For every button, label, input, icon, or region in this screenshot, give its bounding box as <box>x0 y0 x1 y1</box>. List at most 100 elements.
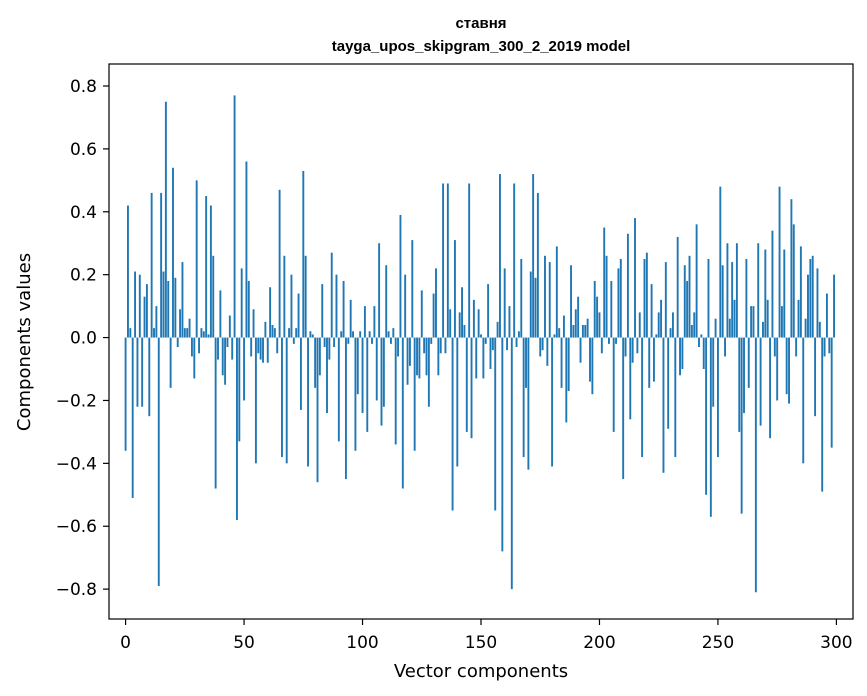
bar <box>153 328 155 338</box>
bar <box>477 309 480 338</box>
bar <box>413 337 416 451</box>
bar <box>631 337 634 363</box>
x-tick-label: 300 <box>820 633 852 653</box>
bar <box>733 299 736 338</box>
bar <box>581 324 584 338</box>
bar <box>728 318 731 338</box>
bar <box>745 258 748 338</box>
bar <box>546 337 549 366</box>
bar <box>643 258 646 338</box>
bar <box>795 337 798 357</box>
bar <box>444 337 447 354</box>
bar <box>328 337 331 360</box>
bar <box>771 230 774 338</box>
bar <box>484 337 487 344</box>
bar <box>565 337 568 423</box>
bar <box>579 337 582 363</box>
y-tick-label: 0.2 <box>70 266 97 286</box>
bar <box>174 277 177 338</box>
bar <box>785 337 788 395</box>
bar <box>529 271 532 338</box>
bar <box>416 337 418 376</box>
bar <box>707 258 710 338</box>
bar <box>577 296 580 338</box>
bar <box>570 265 572 338</box>
x-axis-ticks: 0 50 100 150 200 250 300 <box>120 619 853 653</box>
bar <box>626 233 629 338</box>
bar <box>299 337 302 410</box>
bar <box>425 337 428 376</box>
bar <box>572 324 575 338</box>
bar <box>603 227 606 338</box>
bar <box>674 337 677 458</box>
bar <box>766 299 769 338</box>
bar <box>465 337 468 432</box>
bar <box>354 337 357 451</box>
bar <box>764 249 767 338</box>
bar <box>219 290 222 338</box>
y-tick-label: 0.4 <box>70 203 97 223</box>
bar <box>769 337 772 439</box>
bar <box>667 337 670 429</box>
bar <box>501 337 504 552</box>
bar <box>560 337 563 388</box>
bar <box>743 337 745 414</box>
bar <box>304 255 307 338</box>
bar <box>671 312 674 338</box>
bar <box>738 337 741 432</box>
y-axis-label: Components values <box>14 253 35 431</box>
bar <box>432 293 435 338</box>
bar <box>664 262 667 338</box>
bar <box>584 324 587 338</box>
bar <box>401 337 404 489</box>
bar <box>311 334 314 338</box>
x-tick-label: 0 <box>120 633 131 653</box>
bar <box>750 306 753 338</box>
bar <box>496 321 499 338</box>
bar <box>648 337 651 388</box>
bar <box>451 337 454 511</box>
bar <box>342 280 345 338</box>
bar <box>508 306 511 338</box>
bar <box>309 331 312 338</box>
bar <box>148 337 151 417</box>
bar <box>207 334 210 338</box>
bar <box>399 214 402 338</box>
bar <box>195 180 198 338</box>
bar <box>702 337 705 370</box>
bar <box>662 337 665 473</box>
bar <box>387 331 390 338</box>
bar <box>356 337 359 395</box>
bar <box>499 174 501 338</box>
bar <box>458 312 461 338</box>
bar <box>411 240 414 338</box>
bar <box>264 321 267 338</box>
bar <box>238 337 241 442</box>
bar <box>525 337 527 388</box>
bars-group <box>124 95 835 593</box>
y-tick-label: 0.0 <box>70 329 97 349</box>
bar <box>276 337 279 354</box>
bar <box>285 337 288 464</box>
bar <box>209 205 212 338</box>
bar <box>641 337 644 458</box>
bar <box>534 277 537 338</box>
bar <box>818 321 821 338</box>
bar <box>214 337 217 489</box>
bar <box>754 337 757 593</box>
bar <box>555 246 558 338</box>
x-tick-label: 200 <box>583 633 615 653</box>
chart-title-line1: ставня <box>455 15 506 32</box>
y-tick-label: −0.8 <box>56 580 97 600</box>
bar <box>392 328 395 338</box>
bar <box>676 236 679 338</box>
bar <box>228 315 231 338</box>
bar <box>783 249 786 338</box>
bar <box>610 280 613 338</box>
bar <box>212 255 215 338</box>
bar <box>226 337 229 347</box>
bar <box>574 309 577 338</box>
bar <box>439 337 442 354</box>
bar <box>833 274 835 338</box>
bar <box>269 287 272 338</box>
